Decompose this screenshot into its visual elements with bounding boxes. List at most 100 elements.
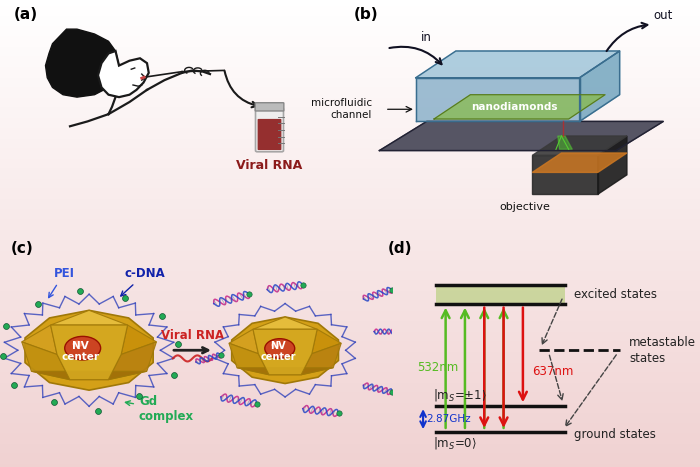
Text: |m$_S$=±1⟩: |m$_S$=±1⟩ [433,388,486,403]
Bar [0,412,700,414]
Text: ground states: ground states [575,428,657,441]
Text: PEI: PEI [49,267,74,297]
Bar [0,167,700,168]
Bar [0,352,700,354]
Bar [0,280,700,282]
Bar [0,57,700,59]
Point [172,341,183,348]
Bar [0,459,700,461]
Bar [0,148,700,149]
Bar [0,347,700,349]
Bar [0,386,700,388]
Bar [0,384,700,386]
Polygon shape [253,317,317,329]
Bar [0,420,700,422]
Bar [0,342,700,344]
Bar [0,145,700,146]
Bar [0,442,700,444]
Bar [0,454,700,456]
Bar [0,14,700,15]
Bar [0,202,700,204]
Text: metastable
states: metastable states [629,336,696,365]
Point [0,352,8,360]
Polygon shape [253,329,317,375]
Polygon shape [229,343,269,375]
Bar [0,388,700,389]
Bar [0,307,700,308]
Bar [0,64,700,65]
Bar [0,276,700,277]
Bar [0,258,700,260]
Bar [0,311,700,313]
Bar [0,338,700,340]
Bar [0,149,700,151]
Bar [0,142,700,143]
Bar [0,227,700,229]
Bar [0,190,700,191]
Bar [0,132,700,134]
Bar [0,123,700,125]
FancyBboxPatch shape [256,103,284,111]
Bar [0,398,700,400]
Text: c-DNA: c-DNA [121,267,165,296]
Bar [0,157,700,159]
Bar [0,146,700,148]
Polygon shape [301,343,341,375]
Bar [0,330,700,332]
Bar [0,201,700,202]
Bar [0,328,700,330]
Bar [0,170,700,171]
Text: (d): (d) [388,241,412,255]
Bar [0,272,700,274]
Bar [0,198,700,199]
Bar [0,313,700,314]
Point [216,351,227,359]
Bar [0,445,700,447]
Bar [0,380,700,382]
Bar [0,205,700,207]
Bar [0,23,700,25]
Bar [0,151,700,153]
Bar [0,20,700,22]
Bar [0,428,700,430]
Bar [0,219,700,221]
Bar [0,118,700,120]
Text: NV
center: NV center [260,340,295,362]
Point [386,286,398,293]
Bar [0,181,700,182]
Bar [0,378,700,380]
Bar [0,75,700,76]
Bar [0,249,700,251]
Bar [0,188,700,190]
Bar [0,61,700,62]
Polygon shape [580,51,620,121]
Bar [0,453,700,454]
Polygon shape [312,329,341,354]
Bar [0,191,700,193]
Bar [0,177,700,179]
Bar [0,266,700,268]
Bar [0,370,700,372]
Bar [0,269,700,271]
Bar [0,466,700,467]
Bar [0,36,700,37]
Bar [0,1,700,3]
Polygon shape [558,136,573,149]
Point [33,300,44,308]
Polygon shape [532,156,598,194]
Polygon shape [232,317,339,383]
Polygon shape [379,121,664,150]
Bar [0,438,700,439]
Bar [0,368,700,369]
Bar [0,318,700,319]
Bar [0,366,700,368]
Bar [0,447,700,448]
Bar [0,297,700,299]
Text: objective: objective [500,202,550,212]
Bar [0,84,700,85]
Bar [0,308,700,310]
Bar [0,139,700,140]
FancyBboxPatch shape [258,119,281,150]
Bar [0,406,700,408]
Bar [0,405,700,406]
